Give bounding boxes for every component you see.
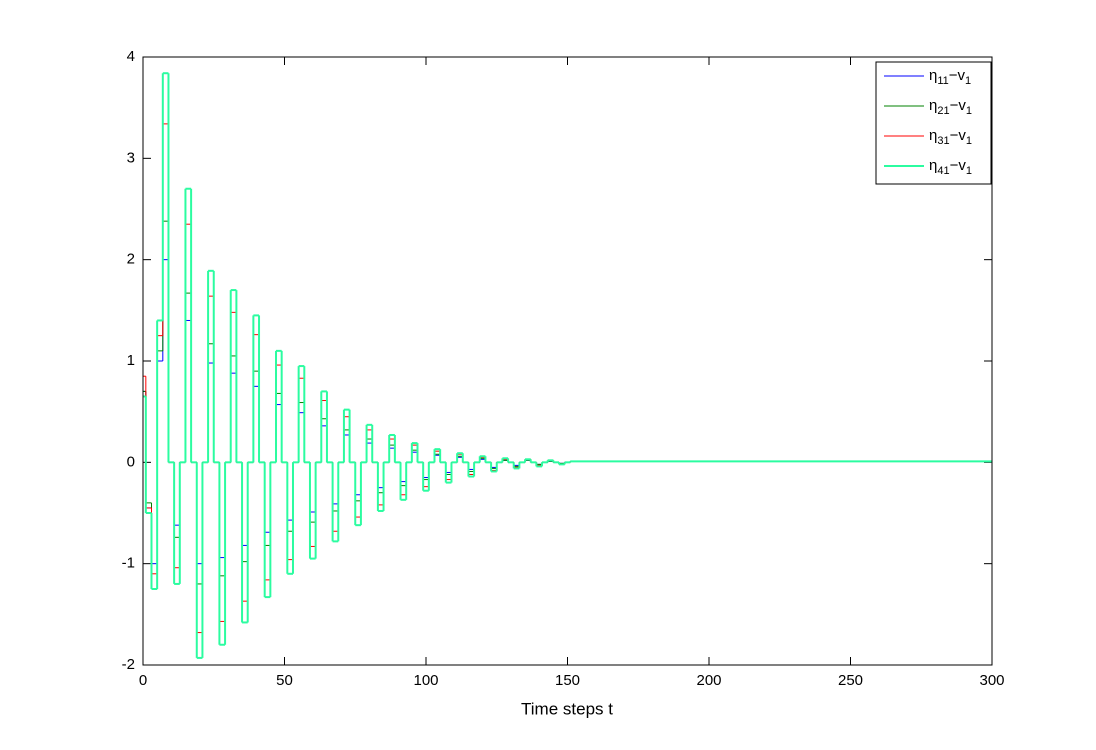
legend-label-part: 31	[937, 135, 949, 147]
x-tick-label: 300	[979, 672, 1004, 689]
y-tick-label: 3	[127, 149, 135, 166]
legend-label-part: 1	[966, 165, 972, 177]
legend-label-part: −v	[950, 127, 967, 144]
legend-label-part: η	[929, 67, 937, 84]
legend-label-part: 1	[966, 135, 972, 147]
legend-label-part: 41	[937, 165, 949, 177]
x-tick-label: 250	[838, 672, 863, 689]
legend-label: η31−v1	[929, 127, 972, 147]
series	[143, 72, 992, 659]
legend-label-part: 21	[937, 105, 949, 117]
y-tick-label: -2	[122, 656, 135, 673]
legend-label-part: η	[929, 127, 937, 144]
legend-label-part: 11	[937, 75, 948, 87]
x-tick-label: 0	[139, 672, 147, 689]
x-axis-label: Time steps t	[521, 699, 613, 718]
legend-label-part: −v	[950, 157, 967, 174]
legend-label-part: 1	[965, 75, 971, 87]
legend-label-part: −v	[949, 67, 966, 84]
legend-label-part: −v	[950, 97, 967, 114]
y-tick-label: 2	[127, 251, 135, 268]
x-tick-label: 150	[555, 672, 580, 689]
legend-box	[875, 61, 992, 185]
legend-label-part: η	[929, 97, 937, 114]
legend-label-part: η	[929, 157, 937, 174]
x-tick-label: 50	[276, 672, 293, 689]
legend-label: η41−v1	[929, 157, 972, 177]
y-tick-label: -1	[122, 555, 135, 572]
y-tick-label: 0	[127, 453, 135, 470]
x-tick-label: 200	[696, 672, 721, 689]
legend-label: η11−v1	[929, 67, 971, 87]
y-tick-label: 1	[127, 352, 135, 369]
legend-label: η21−v1	[929, 97, 972, 117]
plot-frame	[142, 56, 993, 666]
legend-label-part: 1	[966, 105, 972, 117]
y-tick-label: 4	[127, 48, 135, 65]
x-tick-label: 100	[413, 672, 438, 689]
